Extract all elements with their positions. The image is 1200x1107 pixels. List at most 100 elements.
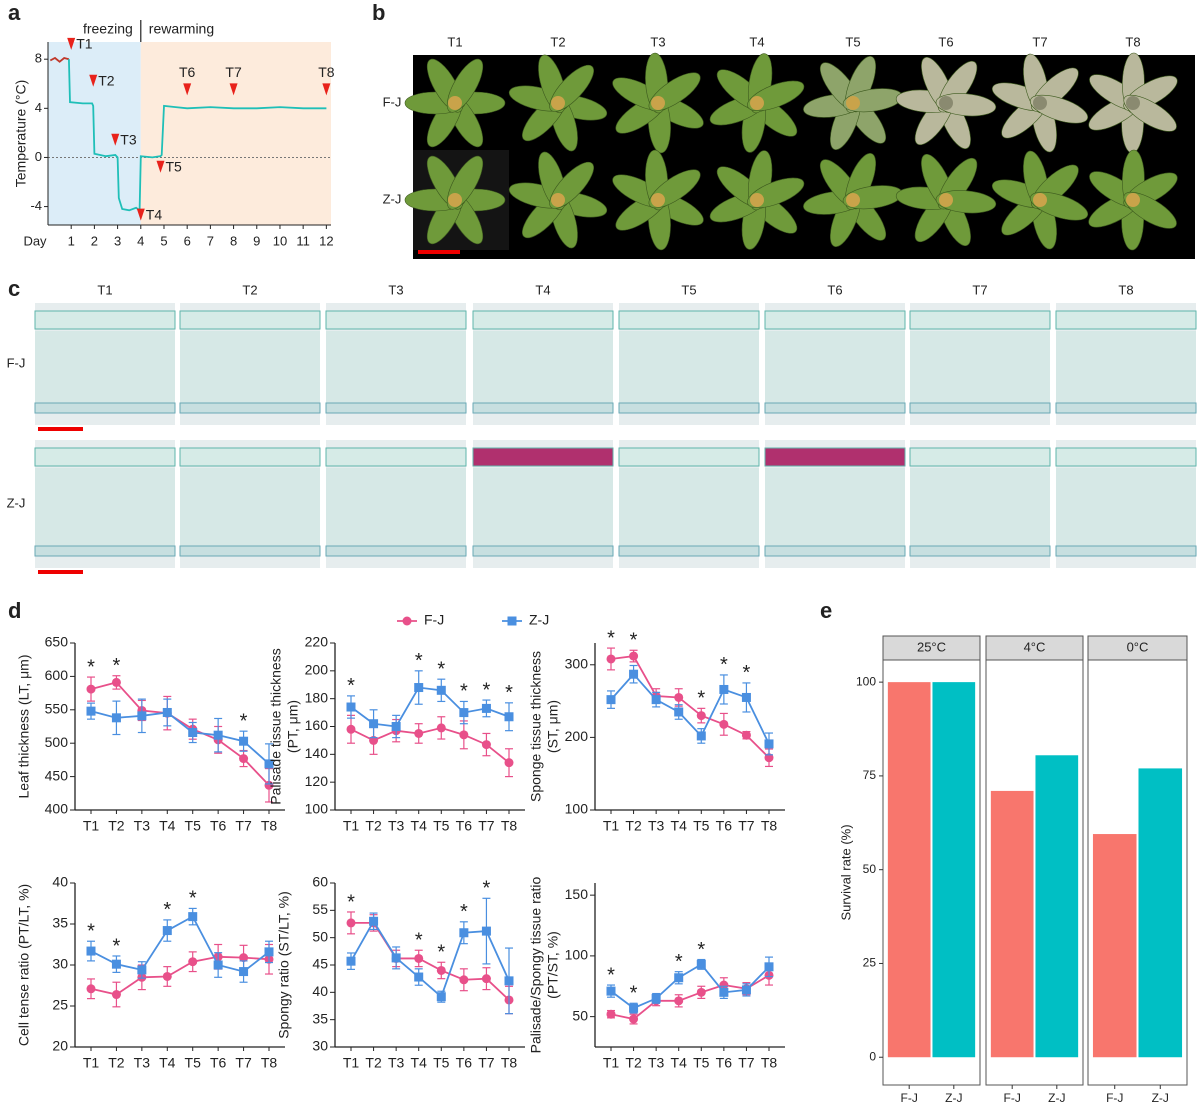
point bbox=[414, 683, 424, 693]
point bbox=[264, 759, 274, 769]
point bbox=[239, 967, 249, 977]
y-tick-label: 100 bbox=[856, 674, 876, 688]
point bbox=[239, 953, 249, 963]
event-label: T3 bbox=[120, 131, 137, 147]
y-tick-label: 100 bbox=[305, 801, 329, 817]
facet-strip bbox=[882, 635, 981, 661]
point bbox=[719, 719, 729, 729]
x-tick-label: 11 bbox=[296, 233, 310, 248]
mesophyll bbox=[35, 468, 175, 546]
lower-epidermis bbox=[909, 402, 1051, 414]
epidermis bbox=[764, 310, 906, 330]
y-axis-label: (PT, μm) bbox=[285, 700, 301, 753]
x-tick-label: T8 bbox=[261, 818, 278, 834]
event-marker bbox=[183, 83, 192, 96]
facet-label: 0°C bbox=[1127, 639, 1149, 654]
x-tick-label: T5 bbox=[185, 818, 202, 834]
significance-star: * bbox=[189, 888, 197, 910]
point bbox=[86, 946, 96, 956]
x-tick-label: T6 bbox=[716, 1055, 733, 1071]
significance-star: * bbox=[675, 951, 683, 973]
event-marker bbox=[67, 37, 76, 50]
significance-star: * bbox=[437, 658, 445, 680]
x-axis-label: Day bbox=[23, 233, 47, 248]
event-marker bbox=[111, 133, 120, 146]
point bbox=[239, 736, 249, 746]
y-tick-label: 300 bbox=[565, 655, 589, 671]
significance-star: * bbox=[505, 682, 513, 704]
y-tick-label: 45 bbox=[312, 956, 328, 972]
y-axis-label: Sponge tissue thickness bbox=[528, 651, 544, 802]
panel-label: a bbox=[8, 0, 21, 25]
x-tick-label: T6 bbox=[456, 818, 473, 834]
x-tick-label: T7 bbox=[738, 1055, 755, 1071]
rosette-center bbox=[1126, 96, 1140, 110]
column-label: T1 bbox=[97, 282, 112, 297]
significance-star: * bbox=[415, 650, 423, 672]
row-label: F-J bbox=[383, 94, 402, 109]
point bbox=[741, 985, 751, 995]
point bbox=[606, 654, 616, 664]
x-tick-label: Z-J bbox=[1048, 1091, 1065, 1105]
rosette-center bbox=[651, 193, 665, 207]
x-tick-label: T8 bbox=[761, 818, 778, 834]
epidermis bbox=[1055, 447, 1197, 467]
rosette-center bbox=[1033, 193, 1047, 207]
event-label: T5 bbox=[166, 158, 183, 174]
event-label: T7 bbox=[225, 64, 242, 80]
point bbox=[213, 730, 223, 740]
lower-epidermis bbox=[34, 545, 176, 557]
mesophyll bbox=[473, 331, 613, 403]
event-label: T4 bbox=[146, 206, 163, 222]
point bbox=[481, 974, 491, 984]
epidermis bbox=[618, 447, 760, 467]
point bbox=[391, 953, 401, 963]
y-axis-label: Temperature (°C) bbox=[13, 80, 29, 188]
point bbox=[741, 692, 751, 702]
lower-epidermis bbox=[325, 545, 467, 557]
x-tick-label: 8 bbox=[230, 233, 237, 248]
column-label: T8 bbox=[1118, 282, 1133, 297]
y-tick-label: 50 bbox=[863, 862, 877, 876]
bar bbox=[1035, 755, 1079, 1058]
panel-label: c bbox=[8, 276, 20, 301]
event-marker bbox=[229, 83, 238, 96]
epidermis bbox=[325, 447, 467, 467]
y-tick-label: 60 bbox=[312, 874, 328, 890]
epidermis bbox=[618, 310, 760, 330]
x-tick-label: T2 bbox=[108, 1055, 125, 1071]
point bbox=[606, 986, 616, 996]
event-marker bbox=[136, 208, 145, 221]
x-tick-label: T5 bbox=[693, 1055, 710, 1071]
point bbox=[137, 965, 147, 975]
x-tick-label: T1 bbox=[603, 818, 620, 834]
lower-epidermis bbox=[909, 545, 1051, 557]
column-label: T3 bbox=[388, 282, 403, 297]
y-axis-label: Palisade/Spongy tissue ratio bbox=[528, 876, 544, 1053]
y-tick-label: 600 bbox=[45, 667, 69, 683]
y-tick-label: 50 bbox=[312, 928, 328, 944]
x-tick-label: T1 bbox=[343, 818, 360, 834]
point bbox=[414, 728, 424, 738]
x-tick-label: T1 bbox=[83, 818, 100, 834]
point bbox=[111, 990, 121, 1000]
x-tick-label: T3 bbox=[134, 1055, 151, 1071]
lower-epidermis bbox=[618, 402, 760, 414]
y-tick-label: 450 bbox=[45, 767, 69, 783]
x-tick-label: 7 bbox=[207, 233, 214, 248]
event-label: T6 bbox=[179, 64, 196, 80]
mesophyll bbox=[765, 468, 905, 546]
lower-epidermis bbox=[34, 402, 176, 414]
point bbox=[629, 651, 639, 661]
x-tick-label: T4 bbox=[411, 818, 428, 834]
x-tick-label: T7 bbox=[478, 1055, 495, 1071]
rosette-center bbox=[1126, 193, 1140, 207]
mesophyll bbox=[910, 331, 1050, 403]
row-label: Z-J bbox=[383, 191, 402, 206]
significance-star: * bbox=[483, 878, 491, 900]
event-marker bbox=[89, 74, 98, 87]
y-tick-label: 200 bbox=[565, 728, 589, 744]
significance-star: * bbox=[630, 983, 638, 1005]
legend-marker bbox=[507, 616, 517, 626]
x-tick-label: T7 bbox=[738, 818, 755, 834]
